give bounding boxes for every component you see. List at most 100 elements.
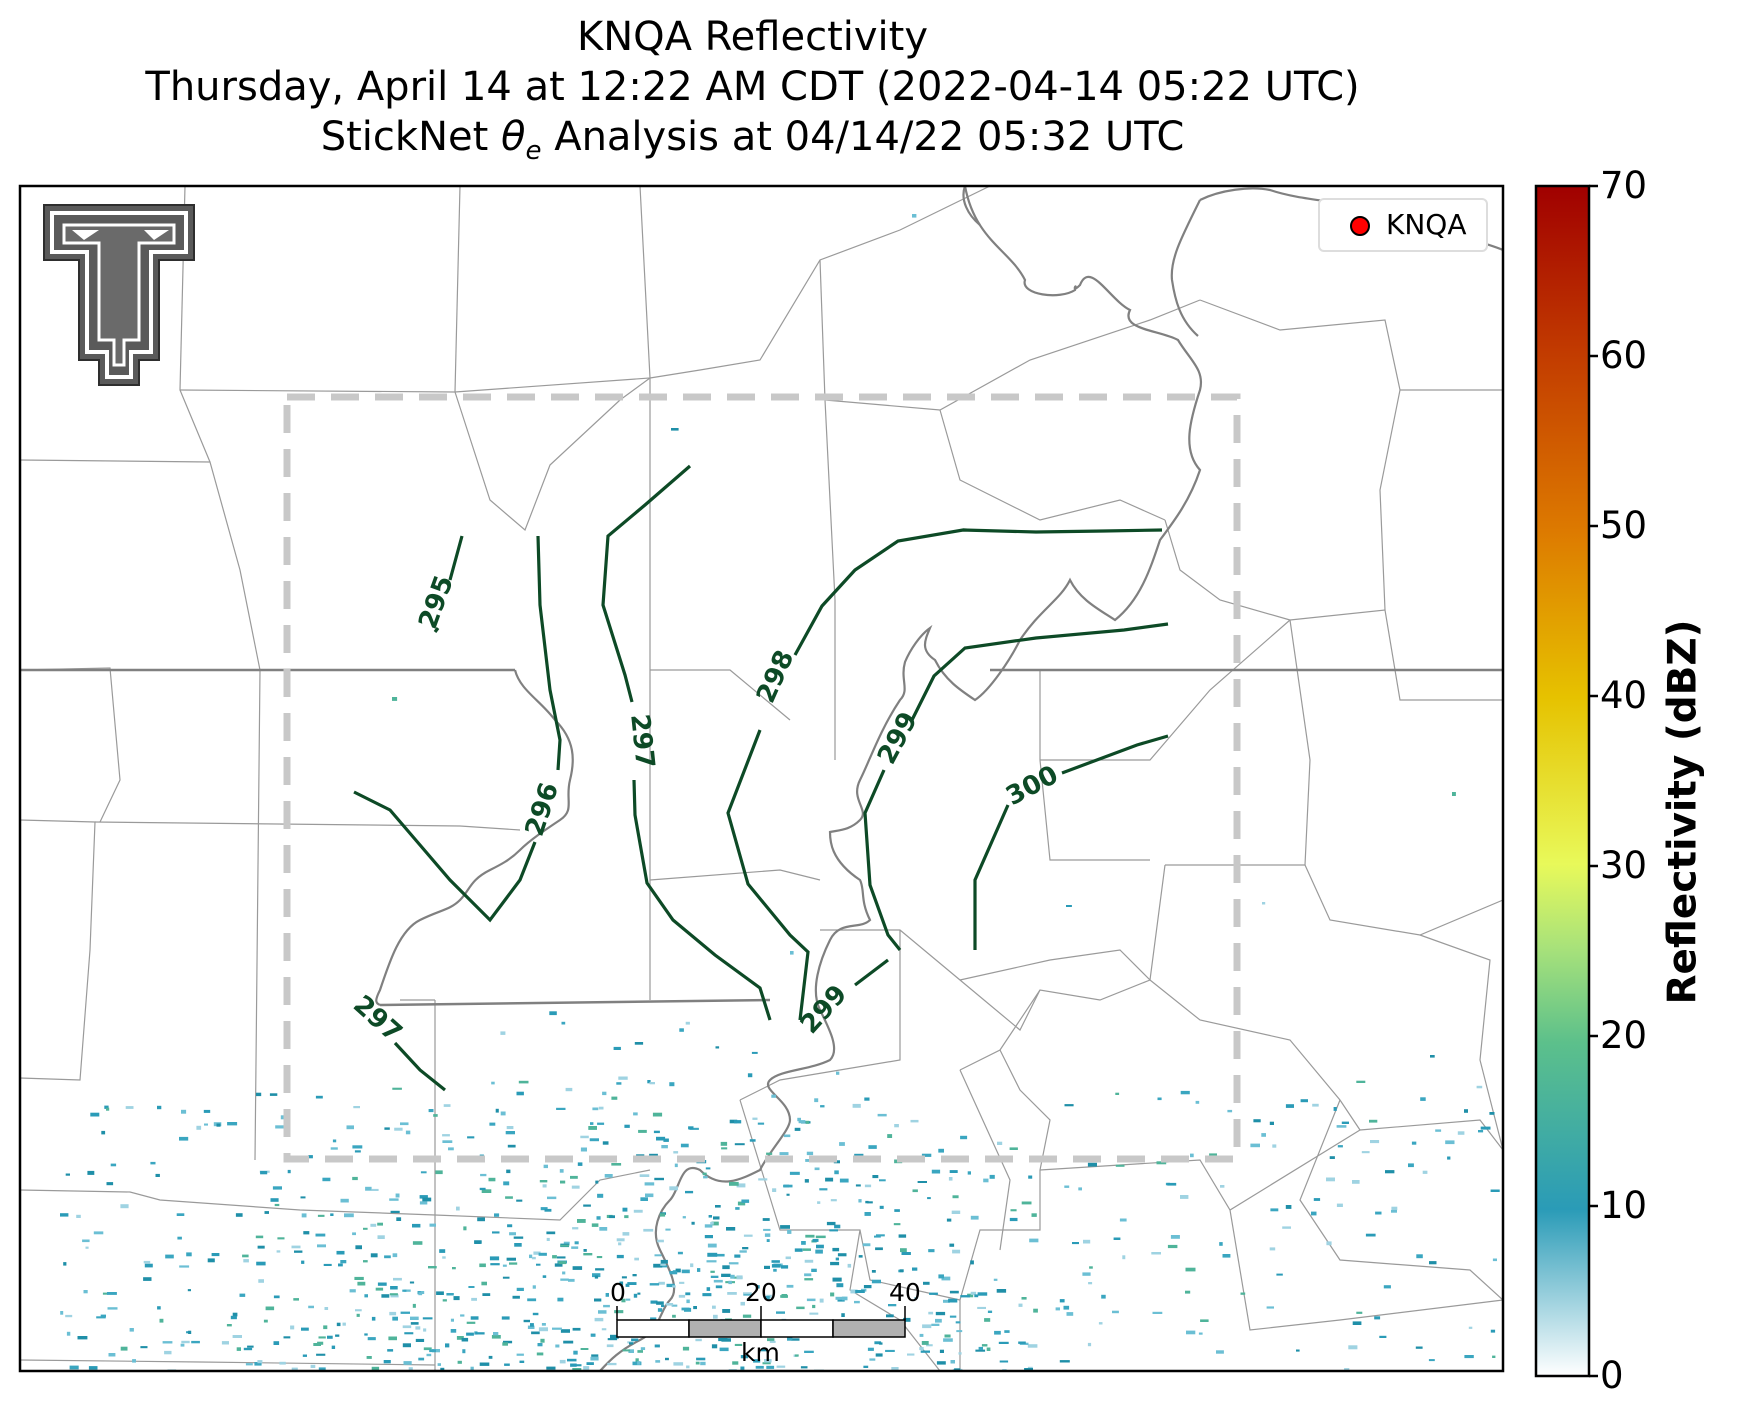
radar-echo: [710, 1270, 715, 1273]
radar-echo: [740, 1355, 749, 1359]
radar-echo: [279, 1361, 286, 1365]
colorbar-tick-label: 50: [1600, 504, 1648, 547]
radar-echo: [60, 1311, 64, 1315]
radar-echo: [471, 1297, 477, 1301]
radar-echo: [741, 1199, 750, 1203]
radar-echo: [755, 1365, 764, 1369]
radar-echo: [832, 1277, 842, 1282]
title-line-3: StickNet θe Analysis at 04/14/22 05:32 U…: [320, 114, 1185, 166]
colorbar-tick-label: 10: [1600, 1184, 1648, 1227]
radar-echo: [771, 1264, 781, 1268]
radar-echo: [639, 1174, 650, 1177]
radar-echo: [76, 1214, 81, 1218]
radar-echo: [877, 1113, 887, 1117]
radar-echo: [1490, 1329, 1496, 1333]
radar-echo: [1326, 1177, 1335, 1182]
radar-echo: [839, 1178, 849, 1183]
radar-echo: [1152, 1311, 1163, 1314]
radar-echo: [800, 1366, 808, 1369]
radar-echo: [841, 1313, 845, 1317]
radar-echo: [998, 1341, 1009, 1344]
radar-echo: [944, 1334, 951, 1338]
contour-299a: [863, 622, 1169, 951]
radar-echo: [1185, 1267, 1196, 1272]
radar-echo: [829, 1229, 838, 1232]
radar-echo: [743, 1234, 753, 1237]
radar-echo: [404, 1332, 414, 1335]
radar-echo: [997, 1141, 1003, 1145]
radar-echo: [377, 1235, 385, 1239]
radar-echo: [580, 1147, 587, 1152]
radar-echo: [1063, 1305, 1070, 1310]
radar-echo: [428, 1266, 437, 1269]
radar-echo: [736, 1275, 743, 1280]
radar-echo: [720, 1141, 728, 1146]
radar-echo: [1383, 1285, 1391, 1289]
radar-echo: [591, 1354, 599, 1357]
radar-echo: [954, 1368, 961, 1371]
radar-echo: [704, 1224, 713, 1228]
radar-echo: [858, 1255, 863, 1258]
radar-echo: [986, 1347, 991, 1351]
radar-echo: [188, 1330, 192, 1334]
radar-echo: [263, 1319, 268, 1323]
radar-echo: [420, 1171, 427, 1174]
radar-echo: [287, 1169, 291, 1174]
radar-echo: [1031, 1213, 1037, 1217]
radar-echo: [766, 1365, 775, 1369]
radar-echo: [702, 1172, 707, 1176]
radar-echo: [367, 1337, 376, 1341]
radar-echo: [826, 1221, 836, 1226]
radar-echo: [1385, 1170, 1395, 1174]
radar-echo: [1356, 1311, 1363, 1314]
radar-echo: [239, 1293, 246, 1297]
radar-echo: [912, 1267, 918, 1271]
radar-echo: [1489, 1112, 1495, 1115]
radar-echo: [1033, 1308, 1038, 1313]
radar-echo: [88, 1366, 98, 1370]
radar-echo: [506, 1169, 511, 1174]
radar-echo: [732, 1361, 739, 1365]
colorbar-ticks: [1589, 184, 1598, 1378]
radar-echo: [448, 1147, 454, 1151]
radar-echo: [1348, 1345, 1358, 1350]
radar-echo: [595, 1268, 605, 1271]
radar-echo: [1200, 1319, 1209, 1322]
radar-echo: [456, 1336, 464, 1340]
radar-echo: [1312, 1103, 1319, 1107]
radar-echo: [1430, 1055, 1435, 1058]
radar-echo: [1447, 1156, 1451, 1160]
radar-echo: [740, 1366, 745, 1370]
radar-echo: [766, 1152, 773, 1155]
radar-echo: [794, 1248, 803, 1252]
radar-echo: [1464, 1109, 1468, 1113]
radar-echo: [440, 1367, 445, 1371]
radar-echo: [649, 1082, 655, 1085]
radar-echo: [402, 1343, 411, 1348]
radar-echo: [1088, 1282, 1093, 1285]
radar-echo: [573, 1350, 578, 1355]
radar-echo: [811, 1268, 817, 1272]
radar-echo: [402, 1289, 407, 1292]
radar-echo: [734, 1120, 742, 1124]
radar-echo: [1021, 1201, 1032, 1205]
radar-echo: [479, 1362, 490, 1366]
radar-echo: [500, 1111, 506, 1116]
radar-echo: [583, 1204, 591, 1207]
radar-echo: [377, 1282, 387, 1286]
radar-echo: [389, 1311, 397, 1316]
scalebar-tick-label: 20: [745, 1278, 777, 1307]
radar-echo: [885, 1349, 895, 1352]
radar-echo: [901, 1252, 911, 1255]
radar-echo: [928, 1311, 934, 1315]
radar-echo: [1113, 1237, 1121, 1240]
radar-echo: [637, 1292, 641, 1295]
radar-echo: [1157, 1097, 1162, 1101]
radar-echo: [1490, 1189, 1500, 1192]
radar-echo: [682, 1346, 690, 1351]
radar-echo: [60, 1213, 69, 1217]
radar-echo: [349, 1289, 356, 1293]
radar-echo: [143, 1260, 151, 1264]
radar-echo: [791, 1338, 800, 1341]
radar-echo: [850, 1289, 858, 1294]
